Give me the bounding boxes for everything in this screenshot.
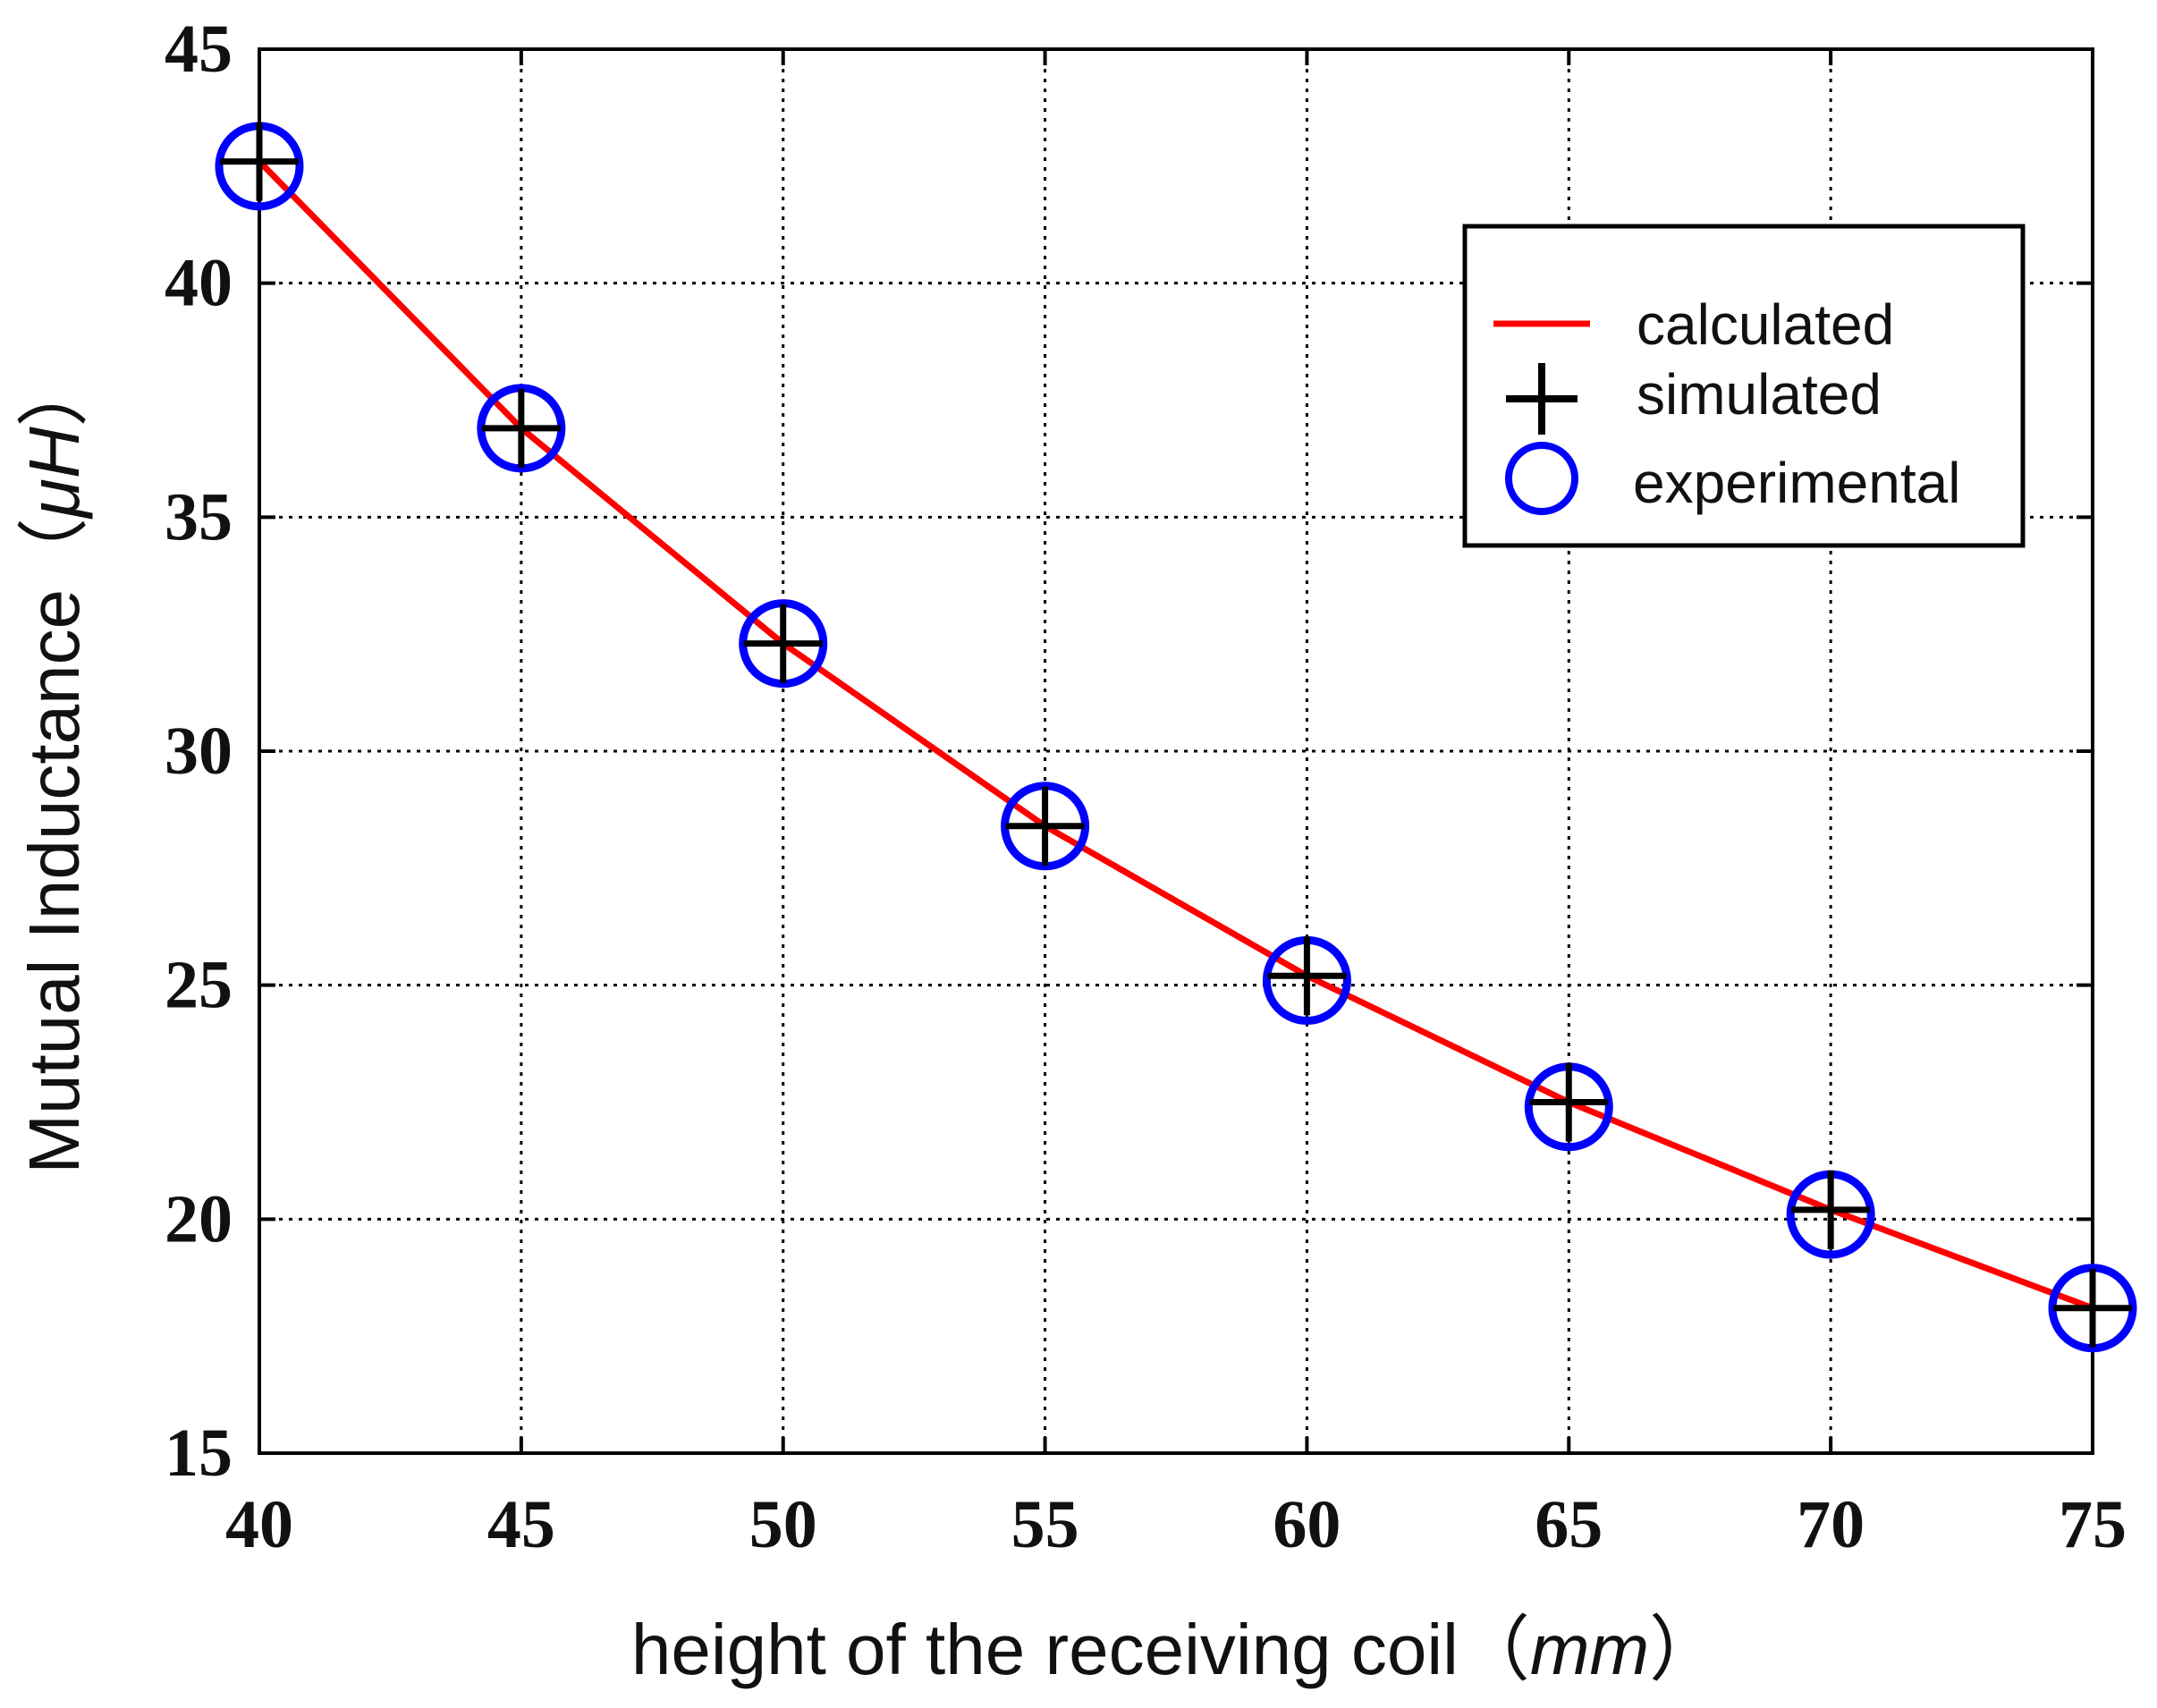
x-tick-label: 50: [749, 1487, 817, 1562]
simulated-point: [1005, 786, 1085, 866]
experimental-point: [477, 384, 566, 473]
y-tick-label: 30: [165, 714, 233, 789]
x-axis-label-open: （: [1459, 1610, 1530, 1689]
simulated-point: [481, 388, 561, 468]
legend-label-experimental: experimental: [1633, 451, 1960, 515]
y-tick-label: 20: [165, 1181, 233, 1256]
experimental-point: [739, 599, 828, 689]
legend-plus-swatch: [1506, 363, 1578, 435]
y-tick-label: 40: [165, 246, 233, 321]
y-tick-label: 25: [165, 948, 233, 1023]
y-axis-ticks: 15 20 25 30 35 40 45: [165, 12, 2093, 1491]
x-tick-label: 65: [1535, 1487, 1603, 1562]
y-tick-label: 45: [165, 12, 233, 87]
x-axis-label: height of the receiving coil（mm）: [631, 1610, 1721, 1689]
x-tick-label: 75: [2059, 1487, 2127, 1562]
series-layer: [215, 122, 2137, 1353]
x-tick-label: 60: [1273, 1487, 1341, 1562]
y-axis-label-open: （: [14, 518, 94, 589]
y-axis-label-main: Mutual Inductance: [14, 589, 94, 1174]
series-calculated-line: [257, 159, 2094, 1312]
y-axis-label-unit: μH: [14, 427, 94, 520]
x-axis-label-close: ）: [1649, 1610, 1721, 1689]
x-tick-label: 70: [1797, 1487, 1865, 1562]
legend-label-simulated: simulated: [1637, 362, 1882, 427]
experimental-point: [1001, 782, 1090, 871]
simulated-point: [743, 604, 823, 683]
x-axis-ticks: 40 45 50 55 60 65 70 75: [225, 49, 2127, 1562]
simulated-point: [220, 122, 299, 201]
legend-label-calculated: calculated: [1637, 292, 1894, 357]
x-tick-label: 55: [1011, 1487, 1079, 1562]
y-axis-label: Mutual Inductance（μH）: [14, 355, 94, 1173]
grid: [259, 49, 2093, 1453]
simulated-point: [1267, 936, 1347, 1016]
x-tick-label: 45: [487, 1487, 555, 1562]
simulated-point: [1529, 1062, 1609, 1142]
y-tick-label: 35: [165, 479, 233, 554]
legend-box: [1462, 224, 2026, 548]
x-axis-label-main: height of the receiving coil: [631, 1610, 1459, 1689]
x-axis-label-unit: mm: [1530, 1610, 1649, 1689]
y-tick-label: 15: [165, 1416, 233, 1491]
legend-circle-swatch: [1505, 442, 1578, 515]
simulated-point: [1791, 1170, 1871, 1249]
x-tick-label: 40: [225, 1487, 293, 1562]
y-axis-label-close: ）: [14, 355, 94, 427]
simulated-point: [2053, 1268, 2132, 1348]
experimental-point: [2048, 1264, 2137, 1353]
legend: calculated simulated experimental: [1462, 224, 2026, 548]
